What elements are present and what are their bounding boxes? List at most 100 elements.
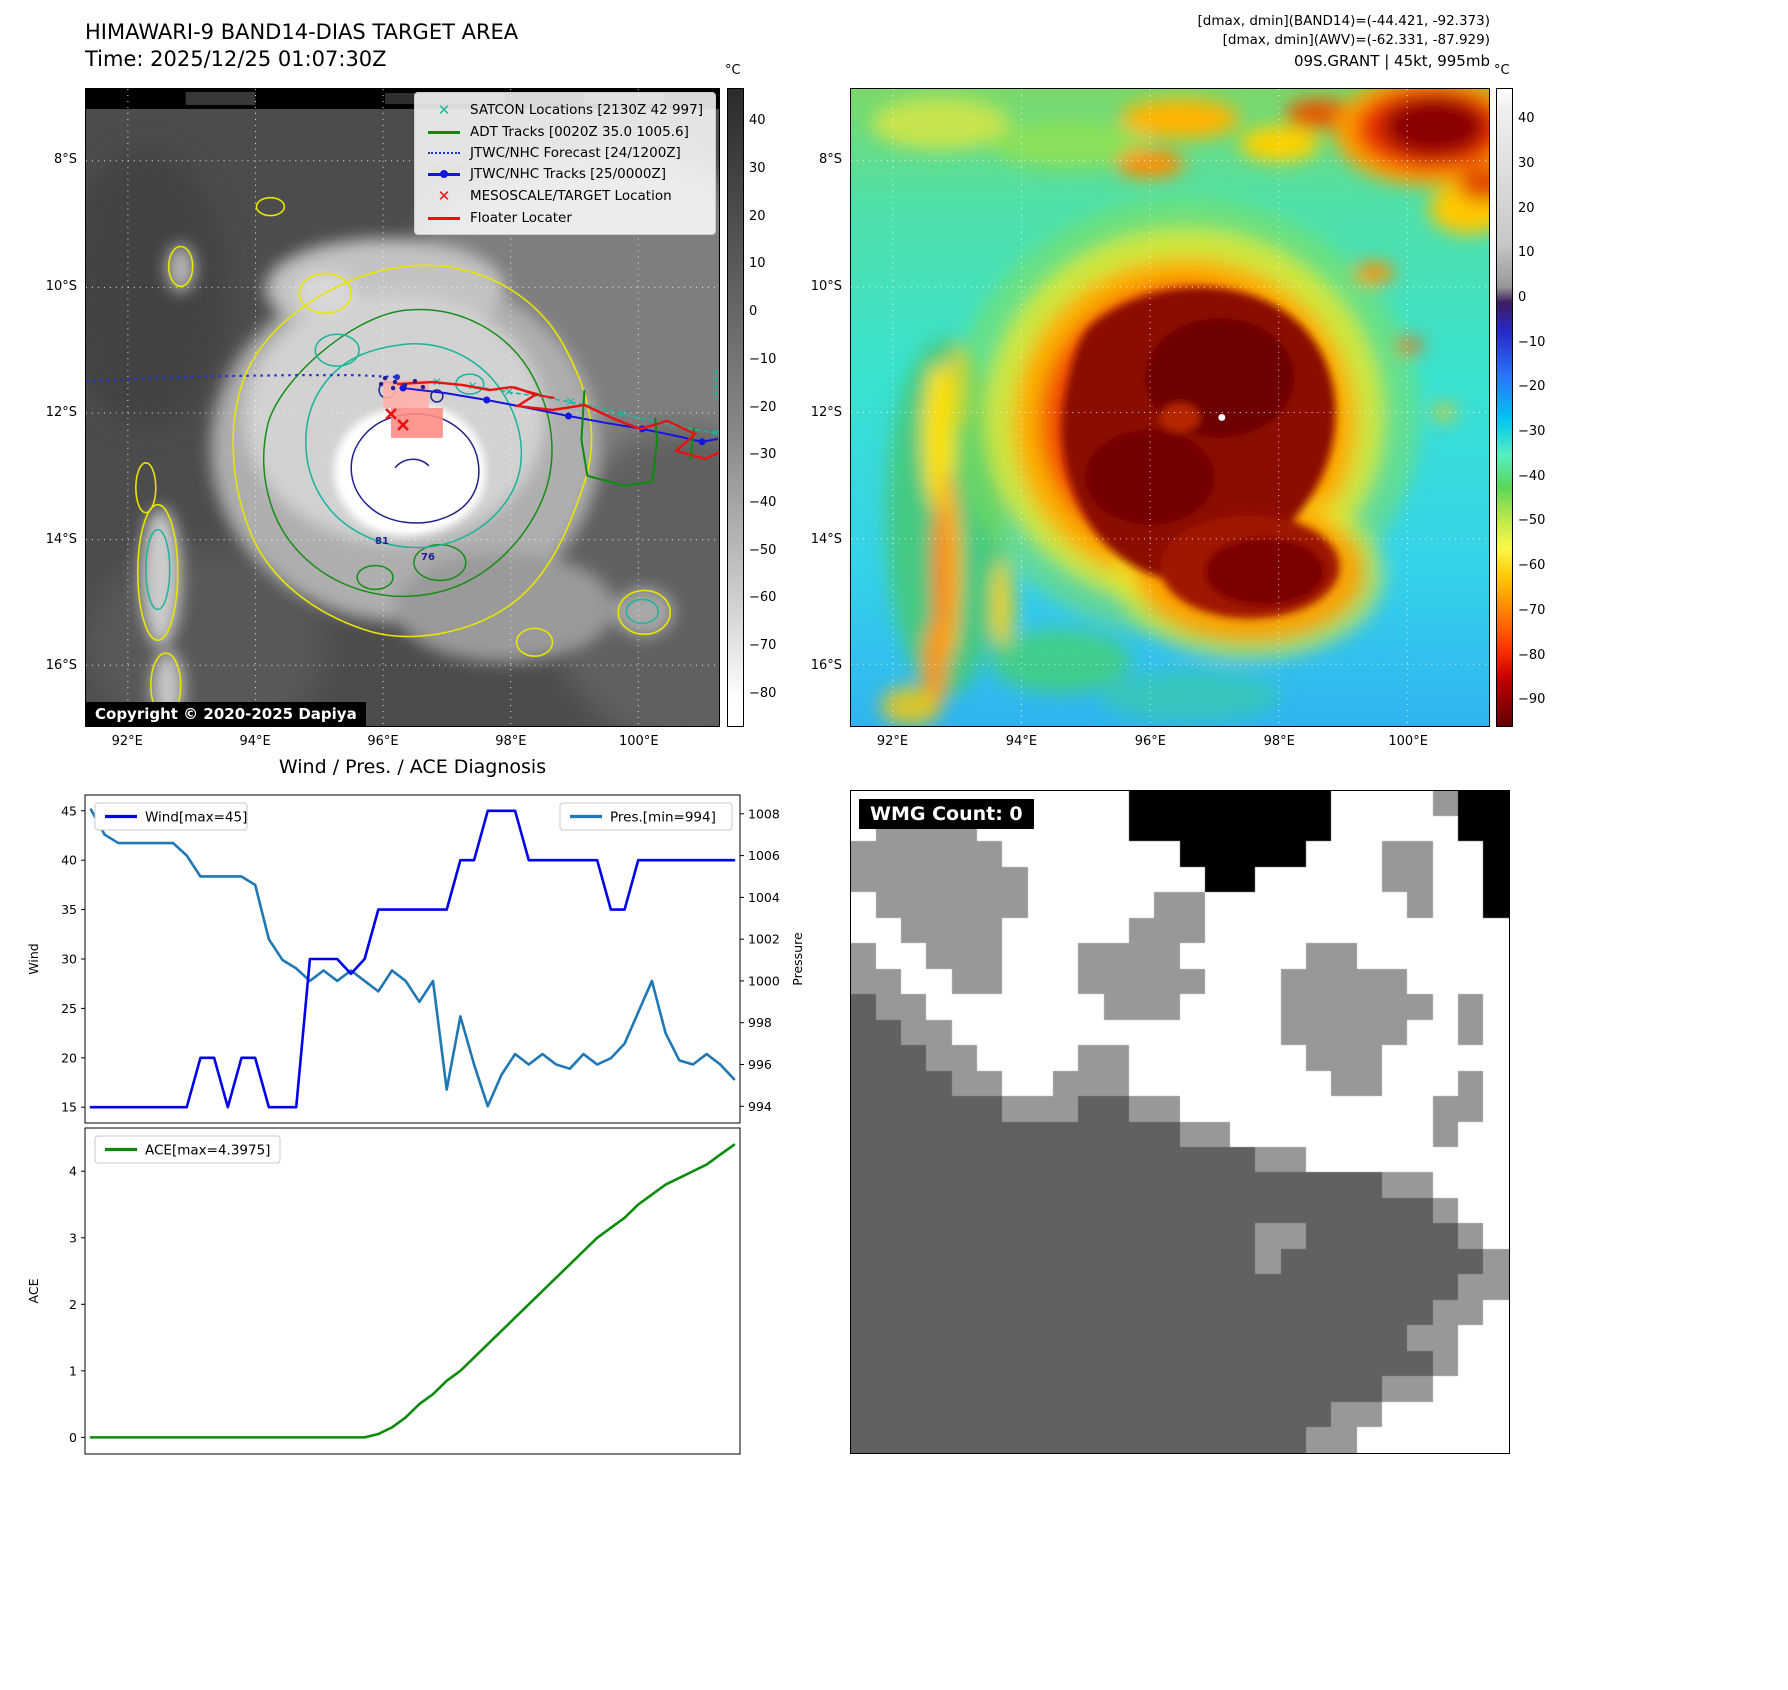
colorbar-tick-label: 30 [749, 161, 766, 177]
floater-track [396, 380, 719, 461]
lon-tick-label: 100°E [619, 734, 659, 749]
svg-text:ACE: ACE [26, 1278, 41, 1303]
colorbar-tick-label: 10 [1518, 245, 1535, 261]
colorbar-tick-label: 0 [1518, 290, 1527, 306]
svg-text:40: 40 [61, 853, 77, 868]
dmax-dmin-band14-text: [dmax, dmin](BAND14)=(-44.421, -92.373) [1197, 13, 1490, 29]
svg-text:15: 15 [61, 1100, 77, 1115]
colorbar-tick-label: −80 [749, 685, 777, 701]
jtwc-forecast-track [86, 374, 398, 383]
wmg-count-label: WMG Count: 0 [859, 799, 1034, 829]
copyright-label: Copyright © 2020-2025 Dapiya [86, 702, 366, 726]
legend-label: MESOSCALE/TARGET Location [470, 188, 672, 204]
colorbar-tick-label: −70 [749, 637, 777, 653]
legend-label: JTWC/NHC Tracks [25/0000Z] [470, 166, 667, 182]
map-legend: ✕ SATCON Locations [2130Z 42 997] ADT Trac… [414, 92, 716, 235]
dmax-dmin-awv-text: [dmax, dmin](AWV)=(-62.331, -87.929) [1222, 31, 1490, 48]
svg-text:Wind[max=45]: Wind[max=45] [145, 810, 247, 826]
svg-text:30: 30 [61, 952, 77, 967]
colorbar-tick-label: 40 [1518, 111, 1535, 127]
colorbar-tick-label: −30 [1518, 424, 1546, 440]
legend-item: ADT Tracks [0020Z 35.0 1005.6] [427, 124, 703, 140]
legend-label: Floater Locater [470, 210, 572, 226]
svg-text:1000: 1000 [748, 973, 780, 988]
svg-text:Pressure: Pressure [790, 932, 805, 986]
colorbar-tick-label: −20 [1518, 379, 1546, 395]
awv-colorbar [1496, 88, 1513, 727]
lon-tick-label: 92°E [876, 734, 909, 749]
svg-text:0: 0 [69, 1430, 77, 1445]
svg-text:1006: 1006 [748, 848, 780, 863]
legend-item: ✕ MESOSCALE/TARGET Location [427, 187, 703, 205]
colorbar-tick-label: 40 [749, 113, 766, 129]
band14-panel-time: Time: 2025/12/25 01:07:30Z [85, 47, 387, 71]
lat-tick-label: 12°S [810, 405, 842, 421]
colorbar-tick-label: −30 [749, 447, 777, 463]
contour-yellow [135, 196, 671, 718]
line-marker-icon [427, 130, 461, 134]
band14-panel-title: HIMAWARI-9 BAND14-DIAS TARGET AREA [85, 20, 519, 44]
lat-tick-label: 14°S [45, 531, 77, 547]
storm-id-intensity-text: 09S.GRANT | 45kt, 995mb [1293, 51, 1490, 70]
line-marker-icon [427, 216, 461, 220]
svg-text:3: 3 [69, 1230, 77, 1245]
band14-colorbar [727, 88, 744, 727]
svg-text:✕: ✕ [617, 407, 627, 421]
colorbar-tick-label: 0 [749, 304, 758, 320]
lat-tick-label: 16°S [45, 658, 77, 674]
legend-label: SATCON Locations [2130Z 42 997] [470, 102, 703, 118]
svg-text:1002: 1002 [748, 932, 780, 947]
svg-text:2: 2 [69, 1297, 77, 1312]
colorbar-unit-label: °C [725, 63, 741, 78]
lon-tick-label: 98°E [495, 734, 527, 749]
mesoscale-area-highlight [391, 407, 443, 438]
diagnosis-chart-title: Wind / Pres. / ACE Diagnosis [278, 756, 547, 778]
dotted-line-icon [427, 152, 461, 154]
svg-text:ACE[max=4.3975]: ACE[max=4.3975] [145, 1143, 270, 1159]
storm-center-marker [1218, 413, 1226, 421]
x-marker-icon: ✕ [437, 187, 451, 205]
svg-text:994: 994 [748, 1099, 772, 1114]
svg-text:20: 20 [61, 1050, 77, 1065]
svg-text:996: 996 [748, 1057, 772, 1072]
lat-tick-label: 10°S [810, 278, 842, 294]
svg-text:45: 45 [61, 803, 77, 818]
colorbar-unit-label: °C [1494, 63, 1510, 78]
legend-label: ADT Tracks [0020Z 35.0 1005.6] [470, 124, 689, 140]
colorbar-tick-label: −50 [749, 542, 777, 558]
svg-text:1: 1 [69, 1363, 77, 1378]
lat-tick-label: 16°S [810, 658, 842, 674]
svg-text:998: 998 [748, 1015, 772, 1030]
colorbar-tick-label: 20 [1518, 200, 1535, 216]
colorbar-tick-label: 20 [749, 208, 766, 224]
band14-map-panel: ✕✕✕ ✕✕✕ ✕✕ ✕SATCON Locat [85, 88, 720, 727]
wmg-grid-image [851, 791, 1509, 1453]
wmg-panel: WMG Count: 0 [850, 790, 1510, 1454]
legend-item: Floater Locater [427, 210, 703, 226]
colorbar-tick-label: −70 [1518, 602, 1546, 618]
lat-tick-label: 12°S [45, 405, 77, 421]
lon-tick-label: 96°E [1134, 734, 1166, 749]
contour-label: 76 [421, 552, 435, 563]
top-right-header: [dmax, dmin](BAND14)=(-44.421, -92.373) … [1040, 12, 1490, 72]
colorbar-tick-label: 30 [1518, 155, 1535, 171]
colorbar-tick-label: −60 [749, 590, 777, 606]
legend-item: JTWC/NHC Tracks [25/0000Z] [427, 166, 703, 182]
contour-label: 81 [375, 536, 389, 547]
colorbar-tick-label: −60 [1518, 558, 1546, 574]
satcon-markers [436, 370, 719, 434]
lat-tick-label: 10°S [45, 278, 77, 294]
colorbar-tick-label: −10 [749, 351, 777, 367]
diagnosis-charts: 1520253035404599499699810001002100410061… [26, 794, 805, 1455]
lat-tick-label: 14°S [810, 531, 842, 547]
svg-text:1008: 1008 [748, 806, 780, 821]
colorbar-tick-label: −80 [1518, 647, 1546, 663]
lat-tick-label: 8°S [53, 152, 77, 168]
legend-item: ✕ SATCON Locations [2130Z 42 997] [427, 101, 703, 119]
lon-tick-label: 96°E [367, 734, 399, 749]
awv-map-panel [850, 88, 1490, 727]
legend-item: JTWC/NHC Forecast [24/1200Z] [427, 145, 703, 161]
lon-tick-label: 98°E [1263, 734, 1295, 749]
x-marker-icon: ✕ [437, 101, 451, 119]
